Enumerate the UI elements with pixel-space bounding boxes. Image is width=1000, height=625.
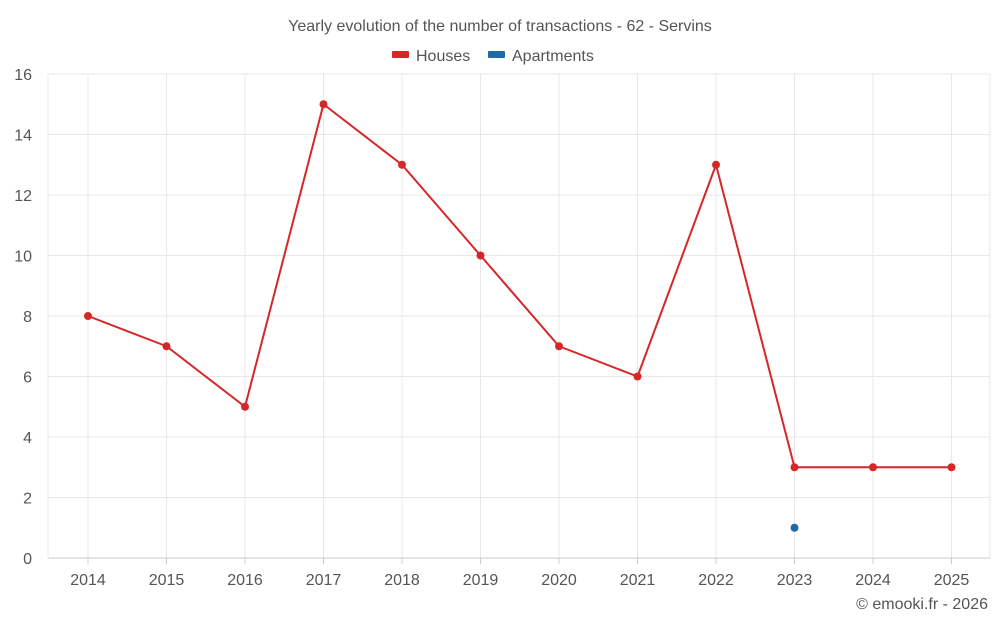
y-tick-label: 4: [23, 430, 32, 447]
x-tick-label: 2016: [227, 572, 263, 589]
legend-label-houses: Houses: [416, 48, 470, 65]
x-tick-label: 2024: [855, 572, 891, 589]
y-tick-label: 0: [23, 551, 32, 568]
legend-swatch-houses: [392, 51, 409, 58]
data-point-houses-2019[interactable]: [476, 251, 485, 260]
x-tick-label: 2023: [777, 572, 813, 589]
data-point-houses-2020[interactable]: [555, 342, 563, 351]
x-tick-label: 2022: [698, 572, 734, 589]
x-tick-label: 2017: [306, 572, 342, 589]
legend: Houses Apartments: [392, 48, 594, 65]
legend-swatch-apartments: [488, 51, 505, 58]
data-point-apartments-2023[interactable]: [790, 523, 799, 532]
y-tick-label: 16: [14, 67, 32, 84]
data-point-houses-2023[interactable]: [790, 463, 799, 472]
axes: 0 2 4 6 8 10 12 14 16 2014 2015 2016 2017 2018 2019 202…: [14, 67, 990, 589]
chart-title: Yearly evolution of the number of transa…: [288, 18, 712, 35]
y-tick-label: 8: [23, 309, 32, 326]
data-point-houses-2017[interactable]: [319, 100, 328, 109]
credit-text: © emooki.fr - 2026: [856, 596, 988, 613]
x-tick-label: 2019: [463, 572, 499, 589]
x-tick-label: 2021: [620, 572, 656, 589]
series-apartments: [790, 523, 799, 532]
x-tick-label: 2025: [934, 572, 970, 589]
legend-item-apartments[interactable]: Apartments: [488, 48, 594, 65]
data-point-houses-2021[interactable]: [633, 372, 642, 381]
data-point-houses-2016[interactable]: [241, 402, 249, 411]
x-tick-label: 2020: [541, 572, 577, 589]
data-point-houses-2025[interactable]: [947, 463, 956, 472]
data-point-houses-2018[interactable]: [398, 160, 406, 169]
series-line-houses: [87, 103, 952, 469]
y-tick-label: 14: [14, 128, 32, 145]
y-tick-label: 2: [23, 491, 32, 508]
x-tick-label: 2014: [70, 572, 106, 589]
grid: [47, 73, 991, 558]
y-tick-label: 12: [14, 188, 32, 205]
series-houses: [84, 100, 956, 472]
data-point-houses-2014[interactable]: [84, 312, 92, 320]
y-tick-label: 6: [23, 370, 32, 387]
x-tick-label: 2015: [149, 572, 185, 589]
legend-item-houses[interactable]: Houses: [392, 48, 470, 65]
data-point-houses-2022[interactable]: [712, 160, 720, 169]
series: [84, 100, 956, 532]
x-tick-label: 2018: [384, 572, 420, 589]
data-point-houses-2015[interactable]: [162, 342, 171, 351]
legend-label-apartments: Apartments: [512, 48, 594, 65]
y-tick-label: 10: [14, 249, 32, 266]
data-point-houses-2024[interactable]: [869, 463, 877, 472]
